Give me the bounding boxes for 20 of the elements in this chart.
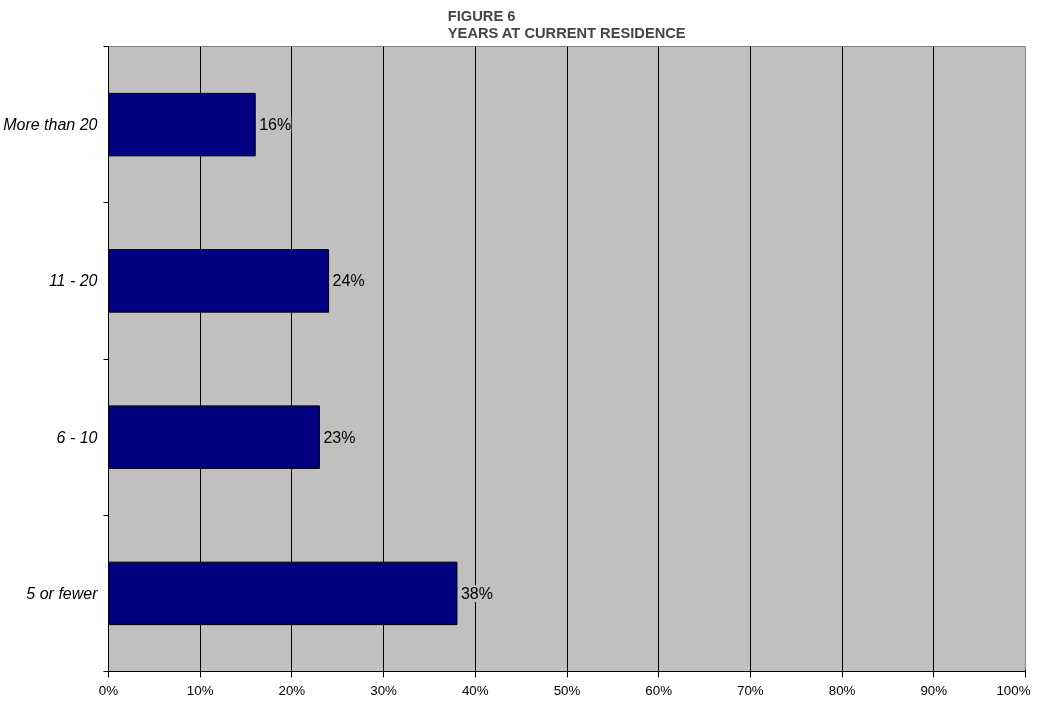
data-label: 23% (323, 428, 356, 446)
y-tick-label: 11 - 20 (48, 272, 98, 290)
y-tick-label: 6 - 10 (56, 428, 98, 446)
x-tick-label: 90% (920, 682, 948, 698)
x-tick-label: 0% (98, 682, 119, 698)
x-tick-label: 50% (553, 682, 581, 698)
x-tick-label: 20% (278, 682, 306, 698)
chart-title: FIGURE 6 YEARS AT CURRENT RESIDENCE (447, 7, 686, 42)
y-tick-label: 5 or fewer (26, 584, 99, 602)
x-tick-label: 40% (461, 682, 489, 698)
x-tick-label: 100% (996, 682, 1031, 698)
x-tick-label: 60% (645, 682, 673, 698)
x-tick-label: 30% (370, 682, 398, 698)
data-label: 24% (332, 272, 365, 290)
x-tick-label: 10% (186, 682, 214, 698)
y-tick-label: More than 20 (3, 116, 98, 134)
data-label: 38% (460, 584, 493, 602)
x-tick-label: 70% (737, 682, 764, 698)
x-tick-label: 80% (828, 682, 856, 698)
data-label: 16% (259, 116, 292, 134)
